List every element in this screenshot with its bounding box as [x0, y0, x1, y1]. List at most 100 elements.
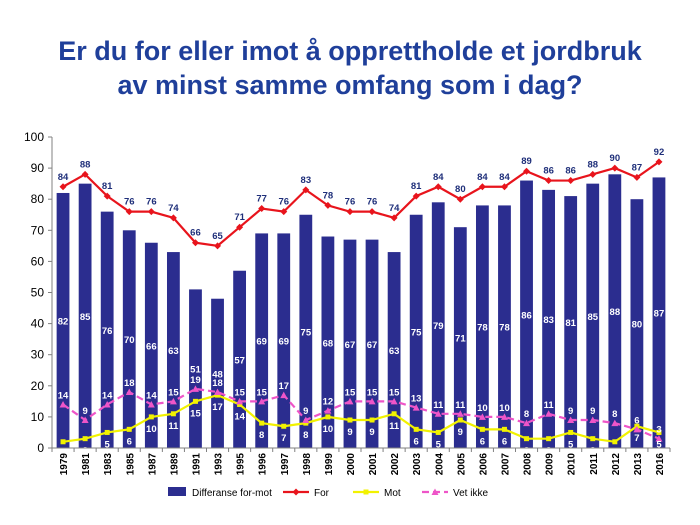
data-point: [589, 170, 597, 178]
data-label-mot: 6: [414, 436, 419, 447]
x-tick-label: 1987: [147, 453, 158, 476]
data-label-differanse: 69: [278, 337, 289, 348]
data-label-mot: 10: [146, 424, 157, 435]
data-point: [368, 397, 376, 405]
y-tick-label: 40: [31, 317, 45, 331]
bar: [409, 214, 423, 448]
legend-marker: [292, 488, 300, 496]
data-label-differanse: 75: [411, 327, 422, 338]
data-point: [368, 208, 376, 216]
x-tick-label: 2000: [346, 453, 357, 476]
data-label-vet-ikke: 11: [433, 400, 444, 411]
data-point: [589, 416, 597, 424]
bar: [630, 199, 644, 448]
data-label-mot: 17: [212, 402, 223, 413]
data-point: [633, 425, 641, 433]
data-label-differanse: 85: [80, 312, 91, 323]
data-point: [147, 400, 155, 408]
data-label-mot: 2: [612, 449, 617, 460]
data-label-mot: 11: [389, 421, 400, 432]
data-label-vet-ikke: 18: [212, 378, 223, 389]
data-label-mot: 7: [634, 433, 639, 444]
data-label-differanse: 79: [433, 321, 444, 332]
x-tick-label: 2007: [500, 453, 511, 476]
data-point: [82, 436, 88, 442]
chart-title: Er du for eller imot å opprettholde et j…: [0, 34, 700, 102]
data-label-vet-ikke: 8: [612, 409, 617, 420]
data-label-differanse: 69: [256, 337, 267, 348]
x-tick-label: 1995: [236, 453, 247, 476]
legend-swatch: [168, 487, 186, 496]
data-point: [259, 420, 265, 426]
legend-label: Vet ikke: [453, 488, 488, 499]
data-point: [148, 414, 154, 420]
data-label-for: 71: [234, 212, 245, 223]
data-label-for: 74: [389, 203, 400, 214]
data-point: [280, 391, 288, 399]
data-label-differanse: 82: [58, 316, 69, 327]
bars-group: [56, 174, 666, 449]
x-tick-label: 2011: [589, 453, 600, 475]
data-point: [104, 429, 110, 435]
data-label-differanse: 57: [234, 355, 245, 366]
data-label-vet-ikke: 15: [389, 387, 400, 398]
data-point: [125, 208, 133, 216]
data-label-mot: 3: [524, 446, 529, 457]
legend-item: For: [283, 488, 330, 499]
data-point: [655, 158, 663, 166]
data-label-vet-ikke: 18: [124, 378, 135, 389]
data-point: [523, 419, 531, 427]
data-label-mot: 6: [502, 436, 507, 447]
data-point: [125, 388, 133, 396]
data-point: [191, 385, 199, 392]
data-point: [258, 205, 266, 213]
data-point: [59, 183, 67, 191]
data-label-for: 90: [610, 153, 621, 164]
y-tick-label: 90: [31, 161, 45, 175]
data-point: [500, 413, 508, 420]
data-label-for: 65: [212, 231, 223, 242]
y-tick-label: 100: [24, 130, 44, 144]
data-label-differanse: 48: [212, 369, 223, 380]
data-label-differanse: 66: [146, 341, 157, 352]
data-labels-group: 8482142888593817614576701867666141074631…: [58, 147, 665, 460]
data-point: [325, 414, 331, 420]
data-label-mot: 8: [259, 430, 264, 441]
x-tick-label: 1981: [81, 453, 92, 476]
data-point: [59, 400, 67, 408]
legend-label: For: [314, 488, 330, 499]
bar: [321, 236, 335, 448]
data-point: [413, 426, 419, 432]
data-point: [412, 192, 420, 200]
data-point: [258, 397, 266, 405]
bar: [586, 183, 600, 448]
x-tick-label: 2006: [478, 453, 489, 476]
x-tick-label: 2009: [545, 453, 556, 476]
data-label-mot: 8: [303, 430, 308, 441]
data-point: [412, 404, 420, 411]
data-point: [390, 214, 398, 222]
data-point: [191, 239, 199, 247]
data-point: [567, 416, 575, 424]
y-tick-label: 70: [31, 223, 45, 237]
data-label-mot: 5: [105, 439, 111, 450]
data-label-vet-ikke: 8: [524, 409, 529, 420]
data-label-for: 80: [455, 184, 466, 195]
data-point: [457, 417, 463, 423]
bar: [56, 192, 70, 448]
data-point: [169, 397, 177, 405]
data-label-mot: 7: [281, 433, 286, 444]
data-point: [324, 407, 332, 414]
series-line: [62, 393, 660, 443]
data-label-for: 78: [323, 190, 334, 201]
data-label-for: 84: [477, 172, 488, 183]
data-label-vet-ikke: 14: [58, 390, 69, 401]
bar: [498, 205, 511, 448]
bar: [365, 239, 379, 448]
data-label-vet-ikke: 11: [544, 400, 555, 411]
x-tick-label: 1979: [59, 453, 70, 476]
data-point: [280, 208, 288, 216]
data-label-vet-ikke: 13: [411, 394, 422, 405]
data-label-vet-ikke: 9: [303, 406, 308, 417]
data-label-differanse: 70: [124, 335, 135, 346]
